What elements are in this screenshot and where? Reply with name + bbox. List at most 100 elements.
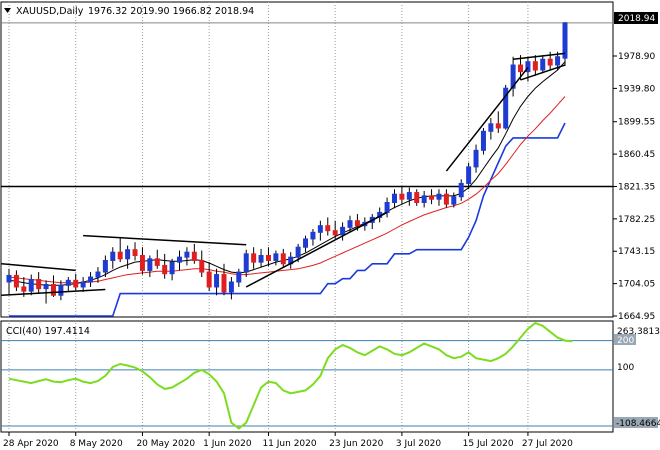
candle-body (518, 64, 524, 73)
moving-averages (8, 61, 566, 286)
candle-body (473, 149, 479, 168)
candle-body (88, 276, 94, 283)
trendline-flag-upper (513, 52, 566, 60)
price-tick-label: 1782.25 (618, 215, 655, 225)
date-tick-label: 27 Jul 2020 (522, 439, 573, 449)
candle-body (206, 271, 212, 288)
candle-body (280, 253, 286, 265)
cci-top-label: 263.3813 (617, 327, 660, 337)
price-panel-frame (0, 1, 614, 318)
candle-body (303, 238, 309, 248)
cci-panel-frame (0, 320, 614, 433)
candle-body (391, 193, 397, 204)
candle-body (95, 271, 101, 278)
candle-body (65, 279, 71, 286)
candle-body (354, 220, 360, 227)
candle-body (295, 246, 301, 258)
date-tick-label: 23 Jun 2020 (329, 439, 383, 449)
price-axis: 1978.90 1939.80 1899.55 1860.45 1821.35 1782.… (613, 52, 655, 322)
candle-body (221, 274, 227, 293)
candle-body (228, 281, 234, 293)
candle-body (540, 58, 546, 71)
price-tick-label: 1743.15 (618, 247, 655, 257)
candle-body (125, 249, 131, 260)
trendline-upper-left (1, 263, 76, 272)
candle-body (110, 251, 116, 261)
candle-body (555, 56, 561, 66)
candle-body (384, 202, 390, 213)
trendline-descending (83, 234, 247, 246)
candle-body (503, 87, 509, 129)
candle-body (191, 251, 197, 261)
horizontal-lines[interactable] (1, 22, 613, 188)
candle-body (414, 192, 420, 204)
candle-body (6, 274, 12, 283)
trendlines[interactable] (1, 52, 566, 297)
price-tick-label: 1704.05 (618, 280, 655, 290)
date-tick-label: 15 Jul 2020 (463, 439, 514, 449)
symbol-label: XAUUSD,Daily (16, 6, 84, 17)
candle-body (132, 249, 138, 257)
date-tick-label: 28 Apr 2020 (3, 439, 59, 449)
candle-body (525, 61, 531, 73)
candle-body (429, 195, 435, 200)
candle-body (139, 255, 145, 271)
date-tick-label: 3 Jul 2020 (396, 439, 441, 449)
support-stepline-path (9, 122, 566, 317)
candle-body (21, 286, 27, 292)
candle-body (510, 64, 516, 89)
current-price-label: 2018.94 (618, 14, 655, 24)
candle-body (154, 258, 160, 266)
candle-body (406, 192, 412, 200)
candle-body (117, 251, 123, 260)
candle-body (58, 284, 64, 296)
candle-body (347, 220, 353, 228)
cci-title: CCI(40) 197.4114 (6, 326, 90, 337)
candle-body (310, 231, 316, 240)
candle-body (332, 230, 338, 236)
cci-100-label: 100 (617, 363, 634, 373)
candle-body (325, 225, 331, 232)
price-tick-label: 1821.35 (618, 182, 655, 192)
candle-body (50, 283, 56, 296)
candle-body (458, 182, 464, 198)
candle-body (273, 253, 279, 261)
candle-body (421, 195, 427, 204)
candle-body (480, 130, 486, 151)
candle-body (399, 193, 405, 200)
triangle-down-icon[interactable] (4, 8, 11, 13)
date-axis: 28 Apr 2020 8 May 2020 20 May 2020 1 Jun 20… (3, 432, 573, 449)
cci-bottom-label: -108.4664 (616, 419, 660, 429)
candle-body (28, 279, 34, 292)
support-stepline (9, 122, 566, 317)
cci-path (8, 321, 573, 430)
price-tick-label: 1939.80 (618, 84, 655, 94)
candle-body (147, 258, 153, 271)
candle-body (317, 225, 323, 233)
candlesticks (6, 22, 568, 304)
moving-average-red (8, 96, 566, 284)
price-tick-label: 1899.55 (618, 118, 655, 128)
ohlc-label: 1976.32 2019.90 1966.82 2018.94 (88, 6, 254, 17)
candle-body (184, 251, 190, 258)
date-tick-label: 11 Jun 2020 (262, 439, 316, 449)
candle-body (36, 279, 42, 290)
candle-body (466, 166, 472, 184)
trendline-rally (445, 67, 529, 172)
date-tick-label: 20 May 2020 (136, 439, 195, 449)
candle-body (562, 22, 568, 59)
candle-body (265, 255, 271, 261)
trendline-lower-left (1, 288, 106, 297)
date-tick-label: 1 Jun 2020 (203, 439, 252, 449)
trendline-flag-lower (520, 64, 566, 81)
candle-body (243, 253, 249, 273)
candle-body (340, 226, 346, 236)
candle-body (443, 193, 449, 205)
candle-body (43, 283, 49, 290)
candle-body (13, 274, 19, 288)
candle-body (258, 255, 264, 263)
trendline-ascending (245, 211, 388, 288)
candle-body (199, 259, 205, 273)
candle-body (236, 271, 242, 283)
